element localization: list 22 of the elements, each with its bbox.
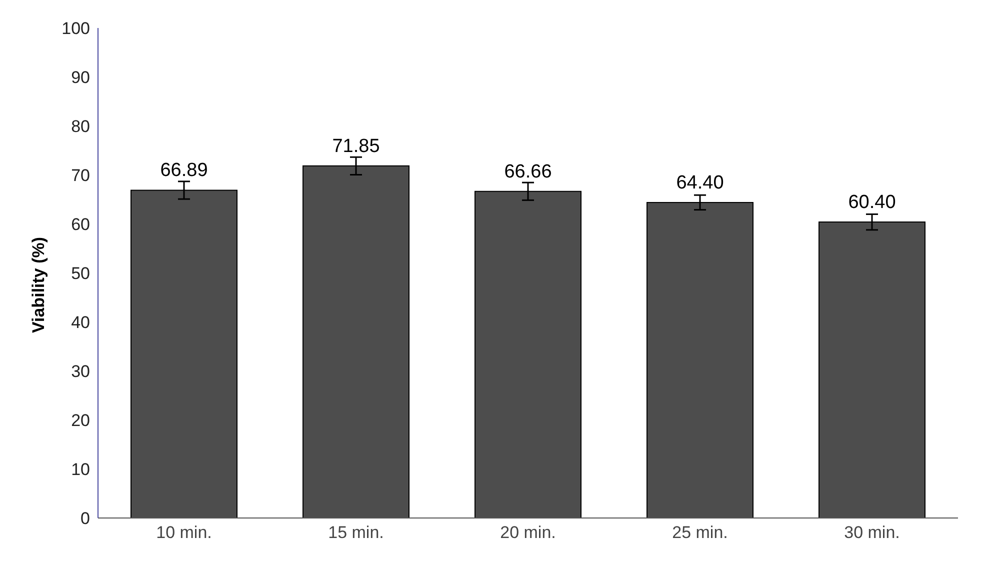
- data-label: 64.40: [676, 172, 724, 194]
- y-tick-label: 60: [71, 215, 90, 234]
- x-tick-label: 25 min.: [672, 523, 728, 542]
- y-tick-label: 50: [71, 264, 90, 284]
- x-tick-label: 20 min.: [500, 523, 556, 542]
- y-axis-title: Viability (%): [29, 236, 48, 333]
- y-tick-label: 40: [71, 313, 90, 332]
- x-tick-label: 15 min.: [328, 523, 384, 542]
- y-tick-label: 0: [80, 509, 90, 528]
- x-tick-label: 30 min.: [844, 523, 900, 542]
- y-tick-label: 30: [71, 362, 90, 382]
- y-tick-label: 80: [71, 117, 90, 136]
- x-tick-label: 10 min.: [156, 523, 212, 542]
- data-label: 66.89: [160, 160, 208, 182]
- data-label: 71.85: [332, 136, 380, 157]
- data-label: 66.66: [504, 161, 552, 182]
- y-tick-label: 90: [71, 68, 90, 88]
- y-tick-label: 20: [71, 411, 90, 430]
- y-tick-label: 70: [71, 166, 90, 186]
- data-label: 60.40: [848, 192, 896, 214]
- y-tick-label: 10: [71, 460, 90, 480]
- y-tick-label: 100: [62, 19, 90, 38]
